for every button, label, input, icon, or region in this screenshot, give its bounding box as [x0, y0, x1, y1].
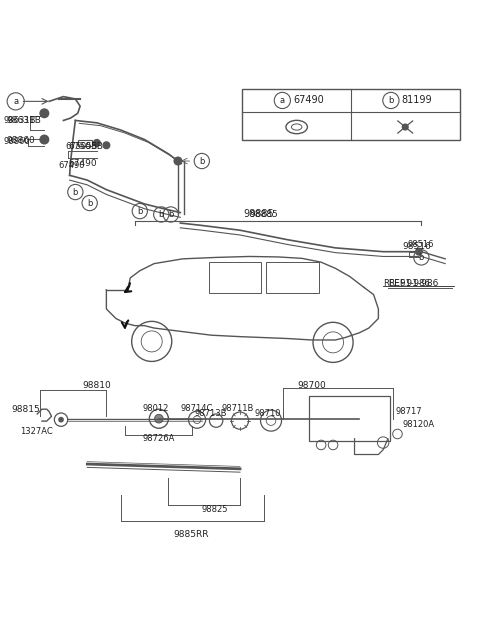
Text: b: b: [168, 210, 173, 219]
Text: 98711B: 98711B: [222, 404, 254, 413]
Text: 67505B: 67505B: [68, 141, 103, 150]
Text: 98714C: 98714C: [180, 404, 213, 413]
Text: 98860: 98860: [6, 136, 35, 145]
Text: 98516: 98516: [407, 240, 433, 249]
Bar: [78, 140, 92, 146]
Text: 67505B: 67505B: [66, 142, 98, 151]
Text: 98885: 98885: [250, 210, 278, 219]
Text: 98717: 98717: [395, 407, 422, 416]
Text: 98885: 98885: [244, 209, 275, 219]
Text: 98631B: 98631B: [6, 116, 41, 125]
Circle shape: [402, 124, 408, 130]
Text: 98012: 98012: [142, 404, 168, 413]
Text: 98810: 98810: [83, 381, 111, 390]
Text: b: b: [72, 187, 78, 197]
Text: REF.91-986: REF.91-986: [383, 279, 430, 288]
Text: 67490: 67490: [293, 96, 324, 106]
Text: 67490: 67490: [68, 159, 97, 168]
Text: a: a: [280, 96, 285, 105]
Text: REF.91-986: REF.91-986: [388, 279, 438, 288]
Text: 81199: 81199: [402, 96, 432, 106]
Text: 98815: 98815: [11, 404, 40, 413]
Circle shape: [174, 157, 182, 165]
Text: b: b: [158, 210, 164, 219]
Circle shape: [40, 109, 48, 118]
Circle shape: [58, 417, 64, 422]
Text: 98713B: 98713B: [195, 410, 227, 419]
Text: b: b: [87, 199, 92, 208]
Circle shape: [40, 135, 48, 144]
Text: b: b: [388, 96, 394, 105]
Circle shape: [155, 415, 163, 423]
Text: 98710: 98710: [254, 410, 281, 419]
Text: b: b: [199, 157, 204, 166]
Circle shape: [416, 248, 422, 255]
Text: 98120A: 98120A: [402, 420, 434, 429]
Text: 98860: 98860: [4, 138, 30, 147]
Text: b: b: [137, 206, 143, 216]
Text: 98825: 98825: [202, 505, 228, 514]
Text: 98631B: 98631B: [4, 116, 36, 125]
Text: 67490: 67490: [59, 161, 85, 170]
Circle shape: [94, 140, 100, 147]
Text: 1327AC: 1327AC: [21, 427, 53, 436]
Text: 9885RR: 9885RR: [173, 530, 209, 539]
Text: b: b: [419, 253, 424, 262]
Text: 98726A: 98726A: [142, 434, 175, 443]
Text: 98516: 98516: [402, 242, 431, 251]
Text: 98700: 98700: [297, 381, 326, 390]
Text: a: a: [13, 97, 18, 106]
Circle shape: [103, 142, 110, 148]
